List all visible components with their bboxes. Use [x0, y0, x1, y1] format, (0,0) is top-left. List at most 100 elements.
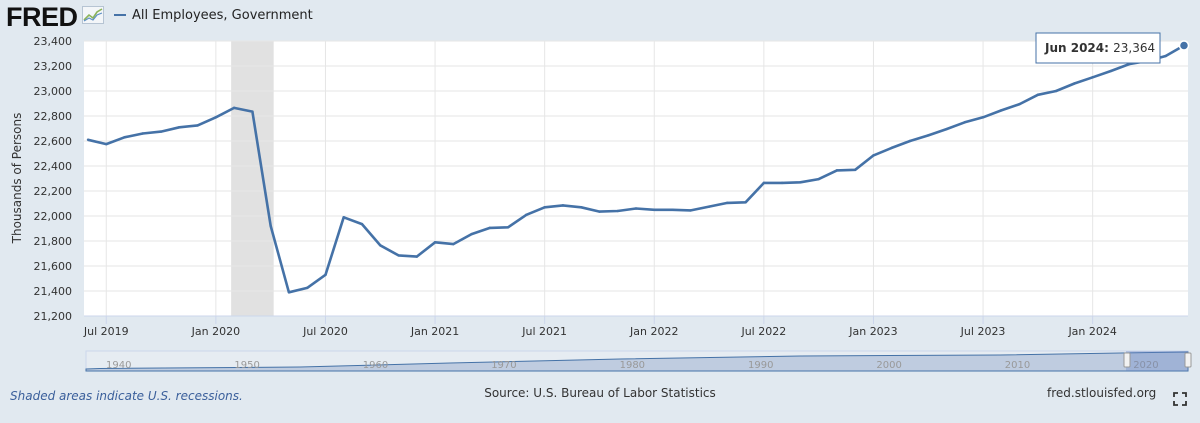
data-point[interactable] [1164, 54, 1167, 58]
navigator-year-label: 1970 [491, 360, 516, 371]
series-title-text: All Employees, Government [132, 8, 313, 23]
data-point[interactable] [689, 209, 692, 212]
tooltip-date: Jun 2024: [1044, 41, 1113, 55]
data-point[interactable] [707, 205, 711, 208]
data-point[interactable] [105, 142, 108, 146]
data-point[interactable] [1054, 89, 1058, 93]
fred-graph-icon [82, 6, 104, 24]
y-tick-label: 22,800 [34, 110, 73, 123]
data-point[interactable] [945, 127, 948, 131]
data-point[interactable] [269, 224, 272, 228]
tooltip-text: Jun 2024: 23,364 [1044, 41, 1155, 55]
data-point[interactable] [561, 204, 565, 207]
tooltip-box [1035, 32, 1161, 64]
data-point[interactable] [854, 168, 857, 171]
data-point[interactable] [634, 207, 638, 210]
data-point[interactable] [817, 177, 820, 181]
navigator-year-label: 2000 [876, 360, 901, 371]
navigator-handle-left[interactable] [1123, 352, 1131, 368]
y-tick-label: 21,600 [34, 260, 73, 273]
x-tick-label: Jan 2021 [410, 325, 459, 338]
data-point[interactable] [598, 210, 601, 213]
data-point[interactable] [1036, 93, 1040, 96]
x-tick-label: Jan 2020 [191, 325, 240, 338]
y-axis-label: Thousands of Persons [10, 113, 24, 245]
recession-shading [231, 41, 274, 316]
y-tick-label: 23,200 [34, 60, 73, 73]
data-point[interactable] [744, 201, 747, 204]
y-tick-label: 23,000 [34, 85, 73, 98]
data-point[interactable] [872, 154, 875, 157]
data-point[interactable] [214, 116, 218, 119]
data-point[interactable] [671, 208, 674, 211]
data-point[interactable] [287, 291, 291, 294]
data-point[interactable] [1109, 69, 1113, 73]
y-tick-label: 23,400 [34, 35, 73, 48]
navigator-selection[interactable] [1126, 351, 1188, 371]
data-point[interactable] [433, 241, 437, 244]
fullscreen-icon[interactable] [1173, 392, 1187, 406]
fred-link[interactable]: fred.stlouisfed.org [1047, 386, 1157, 400]
fred-logo[interactable]: FRED [6, 2, 78, 32]
data-point[interactable] [397, 254, 400, 257]
x-tick-label: Jul 2023 [960, 325, 1006, 338]
data-point[interactable] [1018, 102, 1021, 106]
y-tick-label: 22,600 [34, 135, 73, 148]
data-point[interactable] [306, 286, 309, 290]
data-point[interactable] [543, 206, 546, 209]
data-point[interactable] [506, 226, 510, 229]
data-point[interactable] [415, 255, 418, 258]
data-point[interactable] [780, 181, 784, 185]
data-point[interactable] [890, 146, 893, 150]
data-point[interactable] [1073, 82, 1076, 85]
series-swatch [114, 13, 126, 16]
data-point[interactable] [580, 206, 583, 209]
navigator-year-label: 1940 [106, 360, 131, 371]
data-point[interactable] [1091, 76, 1094, 79]
navigator-year-label: 1960 [363, 360, 388, 371]
data-point[interactable] [141, 132, 144, 135]
source-text: Source: U.S. Bureau of Labor Statistics [484, 386, 716, 400]
data-point[interactable] [324, 273, 327, 276]
navigator-year-label: 2010 [1005, 360, 1030, 371]
data-point[interactable] [159, 130, 163, 133]
data-point[interactable] [799, 181, 802, 184]
data-point[interactable] [232, 106, 236, 110]
data-point[interactable] [123, 136, 126, 139]
y-tick-label: 22,400 [34, 160, 73, 173]
x-tick-label: Jan 2023 [848, 325, 897, 338]
data-point[interactable] [525, 213, 528, 216]
data-point[interactable] [196, 124, 199, 127]
navigator-year-label: 1980 [620, 360, 645, 371]
data-point[interactable] [251, 110, 254, 113]
data-point[interactable] [470, 232, 473, 236]
series-legend[interactable]: All Employees, Government [114, 8, 313, 24]
data-point[interactable] [1000, 109, 1003, 112]
data-point[interactable] [927, 134, 930, 137]
data-point[interactable] [981, 116, 985, 119]
data-point[interactable] [726, 201, 729, 205]
data-point[interactable] [342, 216, 345, 219]
y-tick-label: 21,800 [34, 235, 73, 248]
x-tick-label: Jan 2024 [1067, 325, 1116, 338]
data-point[interactable] [963, 121, 966, 124]
data-point[interactable] [653, 208, 656, 211]
data-point[interactable] [835, 169, 839, 172]
chart-header: FRED All Employees, Government [0, 0, 1200, 34]
data-point[interactable] [762, 181, 766, 185]
data-point[interactable] [379, 244, 382, 247]
data-point[interactable] [360, 222, 364, 226]
data-point[interactable] [908, 139, 912, 143]
highlighted-point[interactable] [1178, 40, 1190, 51]
data-point[interactable] [488, 226, 492, 230]
navigator-handle-right[interactable] [1184, 352, 1192, 368]
data-point[interactable] [452, 242, 455, 246]
data-point[interactable] [616, 209, 619, 213]
navigator-year-label: 1990 [748, 360, 773, 371]
x-tick-label: Jul 2020 [302, 325, 348, 338]
data-point[interactable] [178, 126, 181, 129]
recession-note: Shaded areas indicate U.S. recessions. [10, 389, 243, 403]
data-point[interactable] [86, 138, 90, 141]
data-point[interactable] [1128, 62, 1131, 66]
